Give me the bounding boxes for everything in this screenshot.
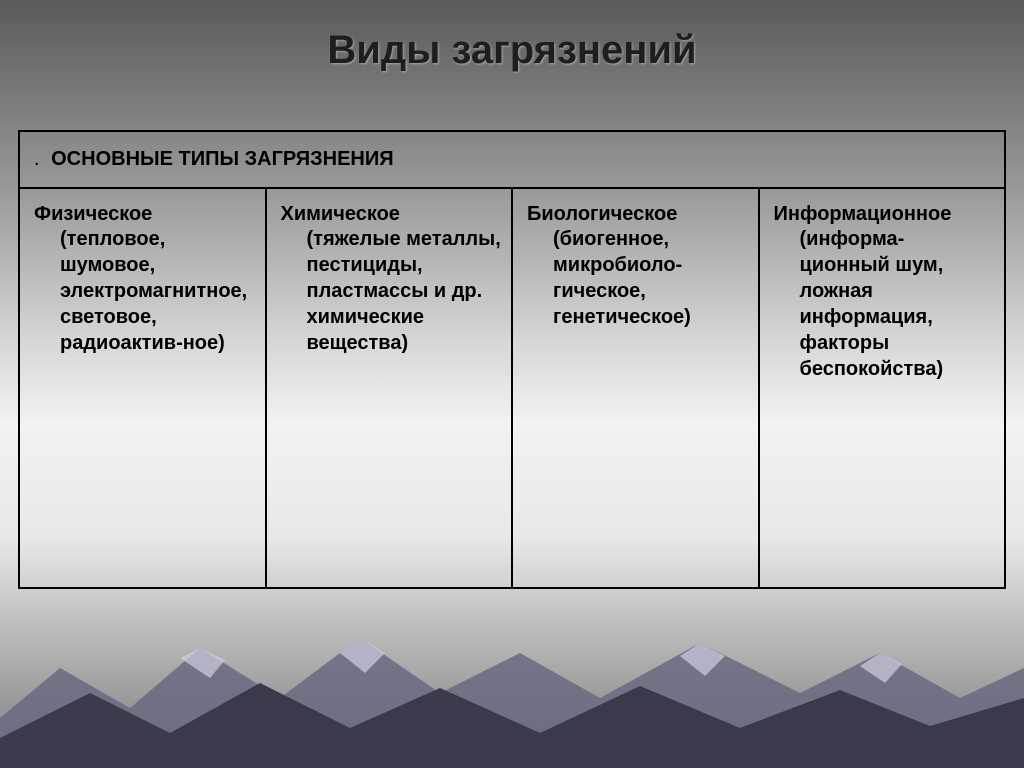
- mountain-front: [0, 683, 1024, 768]
- cell-title: Биологическое: [527, 203, 677, 225]
- cell-title: Информационное: [774, 203, 952, 225]
- table-cell: Химическое (тяжелые металлы, пестициды, …: [266, 188, 513, 588]
- table-header-cell: . ОСНОВНЫЕ ТИПЫ ЗАГРЯЗНЕНИЯ: [19, 131, 1005, 188]
- header-prefix: .: [34, 148, 40, 170]
- table-cell: Биологическое (биогенное, микробиоло-гич…: [512, 188, 759, 588]
- cell-title: Физическое: [34, 203, 152, 225]
- table-cell: Физическое (тепловое, шумовое, электрома…: [19, 188, 266, 588]
- cell-sub: (информа-ционный шум, ложная информация,…: [774, 226, 995, 382]
- pollution-table: . ОСНОВНЫЕ ТИПЫ ЗАГРЯЗНЕНИЯ Физическое (…: [18, 130, 1006, 589]
- table-header-text: ОСНОВНЫЕ ТИПЫ ЗАГРЯЗНЕНИЯ: [51, 148, 394, 170]
- cell-sub: (биогенное, микробиоло-гическое, генетич…: [527, 226, 748, 330]
- mountain-decoration: [0, 598, 1024, 768]
- page-title: Виды загрязнений: [0, 0, 1024, 73]
- mountain-back: [0, 638, 1024, 768]
- cell-sub: (тяжелые металлы, пестициды, пластмассы …: [281, 226, 502, 356]
- cell-sub: (тепловое, шумовое, электромагнитное, св…: [34, 226, 255, 356]
- table-cell: Информационное (информа-ционный шум, лож…: [759, 188, 1006, 588]
- mountain-highlight: [180, 638, 902, 683]
- cell-title: Химическое: [281, 203, 400, 225]
